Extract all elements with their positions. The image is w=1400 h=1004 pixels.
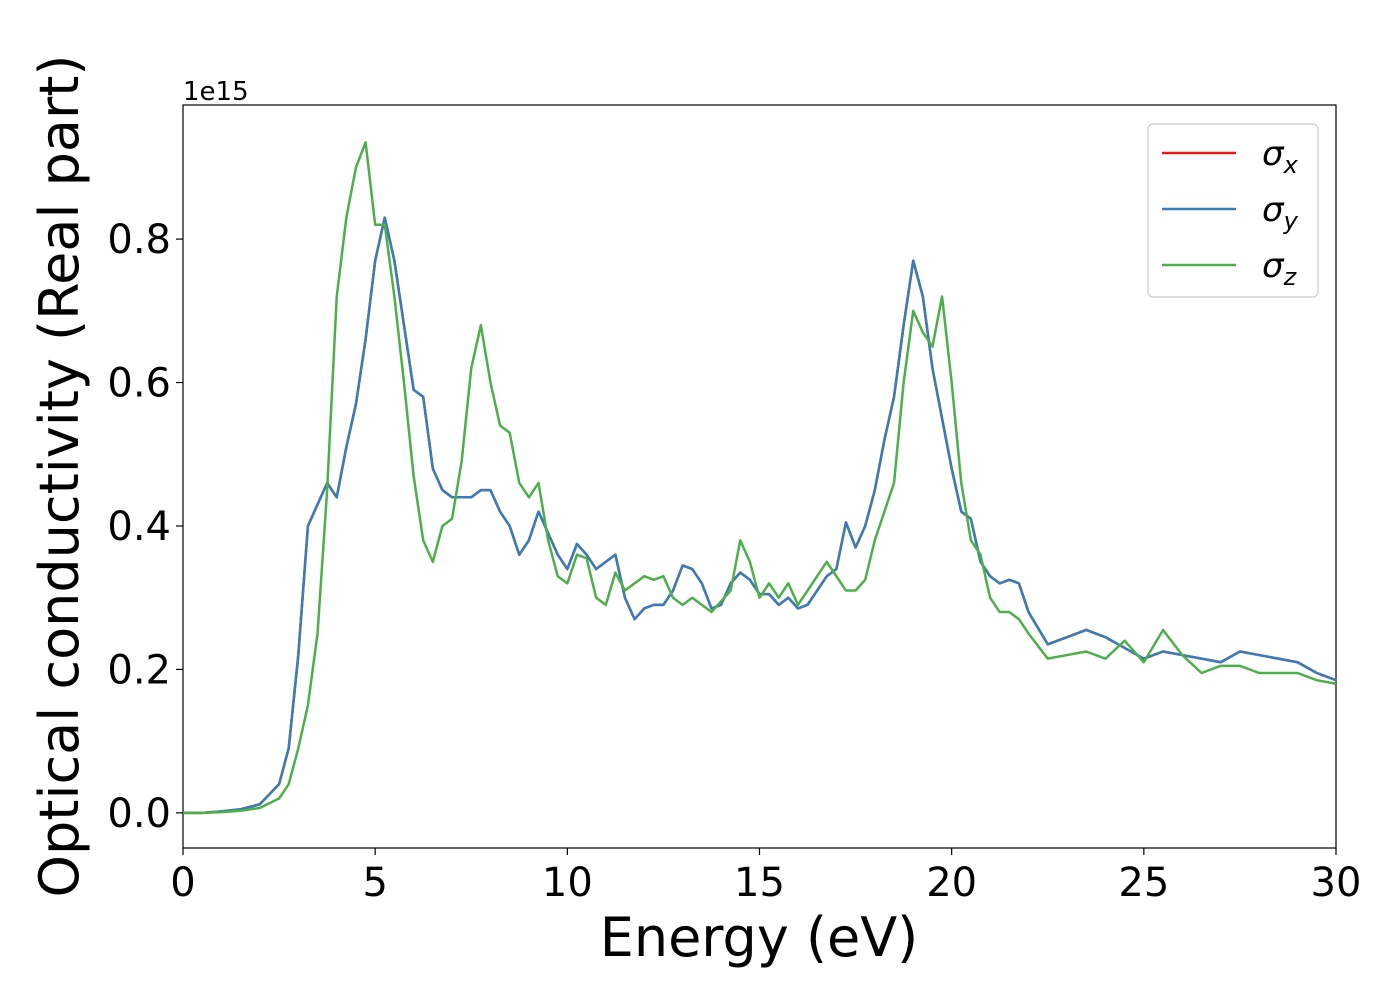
x-tick-label: 5 <box>362 860 387 906</box>
x-tick-label: 0 <box>170 860 195 906</box>
y-offset-label: 1e15 <box>183 77 249 107</box>
x-tick-label: 25 <box>1118 860 1169 906</box>
y-tick-label: 0.4 <box>107 504 171 550</box>
y-tick-label: 0.2 <box>107 647 171 693</box>
legend-label: σz <box>1262 246 1298 291</box>
series-line <box>183 216 1337 815</box>
y-axis-label: Optical conductivity (Real part) <box>28 55 91 898</box>
legend-label: σx <box>1262 134 1299 179</box>
x-tick-label: 10 <box>542 860 593 906</box>
x-tick-label: 20 <box>926 860 977 906</box>
series-line <box>183 141 1337 815</box>
y-tick-label: 0.6 <box>107 361 171 407</box>
legend-box <box>1147 123 1319 298</box>
lines <box>183 141 1337 815</box>
legend-label: σy <box>1262 190 1299 235</box>
x-tick-label: 15 <box>734 860 785 906</box>
series-line <box>183 216 1337 815</box>
x-axis-label: Energy (eV) <box>600 906 919 969</box>
y-tick-label: 0.8 <box>107 217 171 263</box>
x-tick-label: 30 <box>1311 860 1362 906</box>
y-tick-label: 0.0 <box>107 791 171 837</box>
